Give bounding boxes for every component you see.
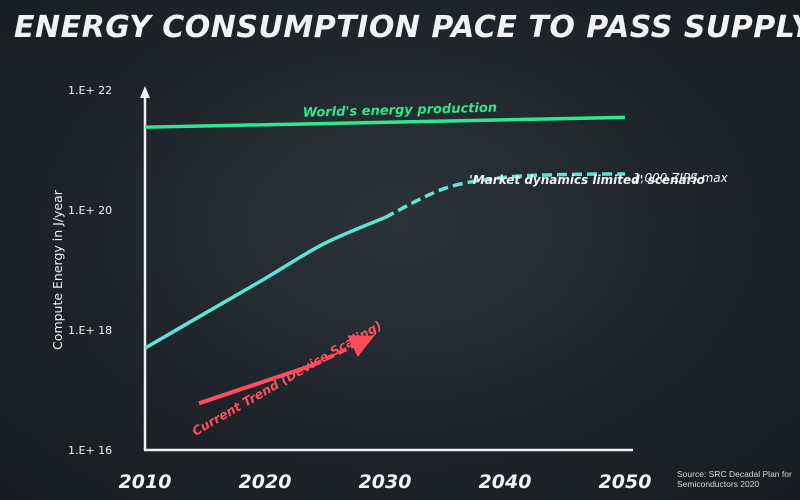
zips-max-label: 1,000 ZIPS max: [633, 171, 729, 185]
current-trend-label: Current Trend (Device Scaling): [189, 318, 384, 439]
current-trend-line-solid: [198, 363, 314, 406]
y-tick-label: 1.E+ 16: [68, 444, 112, 457]
x-tick-label: 2050: [599, 471, 652, 493]
x-tick-label: 2010: [119, 471, 172, 493]
market-scenario-line-solid: [144, 215, 386, 350]
x-tick-label: 2020: [239, 471, 292, 493]
chart-title: ENERGY CONSUMPTION PACE TO PASS SUPPLY: [14, 10, 800, 45]
y-tick-label: 1.E+ 20: [68, 204, 112, 217]
y-axis-arrow: [140, 86, 150, 98]
market-scenario-line-dashed: [384, 172, 626, 220]
axes-group: 1.E+ 16 1.E+ 18 1.E+ 20 1.E+ 22 2010 2020 2030…: [50, 84, 651, 493]
x-tick-label: 2040: [479, 471, 532, 493]
x-tick-label: 2030: [359, 471, 412, 493]
source-line-1: Source: SRC Decadal Plan for: [677, 469, 792, 479]
production-series-label: World's energy production: [303, 101, 498, 121]
y-tick-label: 1.E+ 18: [68, 324, 112, 337]
labels-group: World's energy production 'Market dynamic…: [189, 101, 728, 439]
series-group: [144, 115, 626, 406]
current-trend-line-dashed: [312, 335, 375, 367]
market-scenario-label: 'Market dynamics limited' scenario: [469, 173, 705, 187]
source-line-2: Semiconductors 2020: [677, 479, 760, 489]
y-tick-label: 1.E+ 22: [68, 84, 112, 97]
source-note: Source: SRC Decadal Plan for Semiconduct…: [677, 469, 797, 489]
y-axis-label: Compute Energy in J/year: [50, 189, 65, 350]
production-line: [144, 115, 626, 129]
